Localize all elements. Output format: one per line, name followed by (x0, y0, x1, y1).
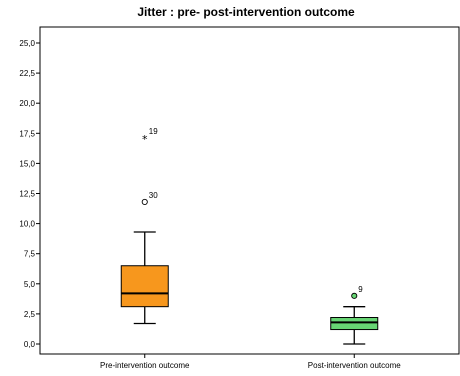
y-tick-label: 0,0 (24, 340, 36, 349)
boxes-group: 30 *19 9 (120, 127, 379, 345)
y-tick-label: 22,5 (19, 69, 35, 78)
outlier-label: 9 (358, 285, 363, 294)
y-tick-label: 5,0 (24, 280, 36, 289)
box-1: 9 (330, 285, 379, 345)
extreme-outlier-marker: * (142, 133, 148, 146)
iqr-box (120, 265, 169, 308)
outlier-marker (141, 198, 148, 205)
box-0: 30 *19 (120, 127, 169, 325)
iqr-box (330, 317, 379, 331)
x-axis: Pre-intervention outcome Post-interventio… (100, 354, 401, 370)
y-tick-label: 25,0 (19, 39, 35, 48)
y-tick-label: 20,0 (19, 99, 35, 108)
chart-title: Jitter : pre- post-intervention outcome (137, 5, 355, 19)
y-tick-label: 17,5 (19, 129, 35, 138)
outlier-label: 19 (149, 127, 158, 136)
y-axis: 0,0 2,5 5,0 7,5 10,0 12,5 15,0 17,5 20,0 22,5 25,0 (19, 39, 40, 349)
y-tick-label: 15,0 (19, 159, 35, 168)
y-tick-label: 12,5 (19, 190, 35, 199)
outlier-label: 30 (149, 191, 158, 200)
y-tick-label: 2,5 (24, 310, 36, 319)
plot-area (39, 26, 460, 355)
y-tick-label: 10,0 (19, 220, 35, 229)
outlier-marker (351, 292, 358, 299)
x-tick-label: Post-intervention outcome (308, 361, 401, 370)
y-tick-label: 7,5 (24, 250, 36, 259)
x-tick-label: Pre-intervention outcome (100, 361, 190, 370)
